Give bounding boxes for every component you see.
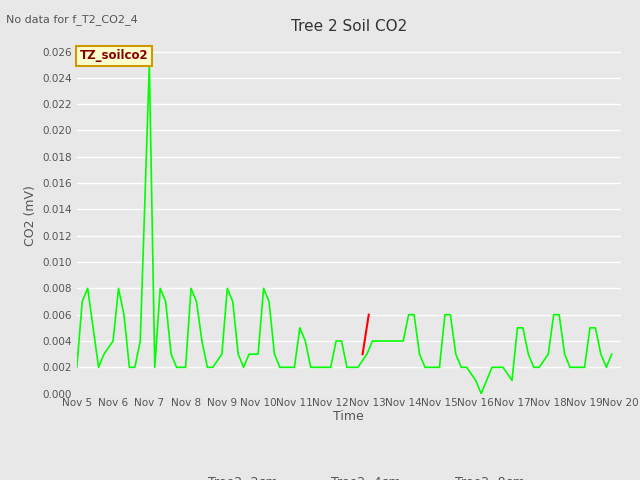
Text: No data for f_T2_CO2_4: No data for f_T2_CO2_4 bbox=[6, 14, 138, 25]
Text: TZ_soilco2: TZ_soilco2 bbox=[79, 49, 148, 62]
X-axis label: Time: Time bbox=[333, 410, 364, 423]
Title: Tree 2 Soil CO2: Tree 2 Soil CO2 bbox=[291, 20, 407, 35]
Legend: Tree2 -2cm, Tree2 -4cm, Tree2 -8cm: Tree2 -2cm, Tree2 -4cm, Tree2 -8cm bbox=[168, 471, 529, 480]
Y-axis label: CO2 (mV): CO2 (mV) bbox=[24, 186, 36, 246]
